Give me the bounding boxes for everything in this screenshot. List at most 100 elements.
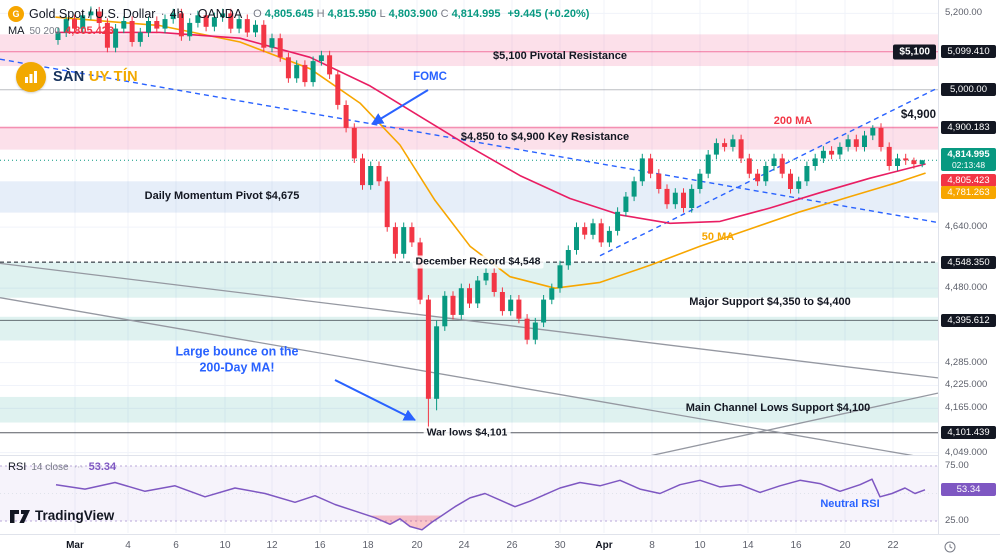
candle: [467, 288, 472, 304]
rsi-label[interactable]: RSI: [8, 461, 27, 473]
candle: [689, 188, 695, 208]
symbol-legend[interactable]: G Gold Spot / U.S. Dollar · 4h · OANDA O…: [8, 6, 589, 22]
price-axis-badge[interactable]: 4,548.350: [941, 255, 996, 269]
candle: [137, 32, 143, 42]
rsi-value-badge[interactable]: 53.34: [941, 483, 996, 497]
candle: [779, 158, 785, 174]
candle: [253, 24, 258, 33]
candle: [722, 143, 728, 147]
candle: [220, 13, 226, 18]
rsi-params: 14 close: [31, 461, 69, 473]
candle: [458, 288, 464, 315]
candle: [63, 19, 69, 33]
high-label: H: [316, 8, 325, 20]
candle: [713, 143, 719, 155]
candle: [615, 211, 621, 231]
low-value: 4,803.900: [388, 8, 438, 20]
price-axis[interactable]: 5,200.00 5,099.410 5,000.00 4,900.183 4,814.…: [938, 0, 1000, 534]
candle: [162, 19, 168, 29]
candle: [417, 242, 423, 300]
candle: [705, 154, 711, 174]
time-axis-label: 24: [458, 540, 470, 551]
candle: [211, 17, 217, 27]
candle: [187, 22, 193, 37]
price-axis-badge[interactable]: 4,101.439: [941, 426, 996, 440]
candle: [697, 173, 703, 189]
candle: [351, 127, 357, 159]
rsi-indicator-legend[interactable]: RSI 14 close ⋯ 53.34: [8, 461, 116, 473]
candle: [121, 21, 127, 29]
interval-label[interactable]: 4h: [169, 7, 184, 21]
grid-vertical: [74, 0, 894, 533]
zone-band: [0, 181, 938, 213]
candle: [508, 299, 514, 312]
candle: [425, 299, 431, 399]
time-axis-label: 16: [790, 540, 802, 551]
low-label: L: [379, 8, 386, 20]
price-axis-badge[interactable]: 4,781.263: [941, 185, 996, 199]
candle: [664, 188, 670, 205]
candle: [244, 19, 250, 33]
candle: [541, 299, 547, 323]
pane-separator[interactable]: [0, 455, 1000, 456]
last-price-badge[interactable]: 4,814.995 02:13:48: [941, 148, 996, 172]
main-price-pane[interactable]: [0, 6, 938, 460]
candle: [903, 158, 909, 161]
candle: [72, 19, 77, 29]
candle: [755, 173, 761, 182]
price-axis-label: 4,165.000: [945, 402, 988, 414]
candle: [590, 223, 596, 235]
price-axis-label: 4,640.000: [945, 221, 988, 233]
candle: [491, 272, 497, 292]
candle: [113, 28, 119, 48]
candle: [343, 105, 349, 128]
ma-params: 50 200: [29, 25, 61, 37]
exchange-label[interactable]: OANDA: [197, 7, 243, 21]
candle: [788, 173, 793, 189]
more-options-icon[interactable]: ⋯: [73, 461, 84, 473]
symbol-title[interactable]: Gold Spot / U.S. Dollar: [29, 7, 156, 21]
candle: [409, 227, 415, 243]
candle: [80, 15, 86, 29]
price-axis-label: 4,480.000: [945, 282, 988, 294]
candle: [878, 127, 884, 147]
ma-label[interactable]: MA: [8, 25, 25, 37]
candle: [146, 21, 151, 33]
time-axis-label: 14: [742, 540, 754, 551]
price-axis-badge[interactable]: 5,099.410: [941, 45, 996, 59]
price-axis-badge[interactable]: 4,900.183: [941, 121, 996, 135]
ma-indicator-legend[interactable]: MA 50 200 4,805.423: [8, 25, 114, 37]
candle: [870, 127, 876, 136]
separator: ·: [188, 7, 193, 21]
ma-value: 4,805.423: [65, 25, 115, 37]
candle: [919, 160, 925, 165]
change-value: +9.445 (+0.20%): [507, 8, 590, 20]
tradingview-logo[interactable]: TradingView: [10, 508, 114, 523]
candle: [228, 13, 234, 29]
price-axis-badge[interactable]: 5,000.00: [941, 83, 996, 97]
candle: [104, 22, 110, 48]
time-axis-label: 10: [694, 540, 706, 551]
candle: [796, 181, 802, 189]
time-axis[interactable]: Mar 4 6 10 12 16 18 20 24 26 30 Apr 8 10 14 16 20 22: [0, 534, 1000, 556]
clock-icon[interactable]: [944, 540, 956, 556]
candle: [277, 38, 283, 58]
rsi-pane[interactable]: [0, 465, 938, 531]
price-axis-badge[interactable]: 4,395.612: [941, 313, 996, 327]
chart-canvas[interactable]: [0, 0, 938, 534]
candle: [837, 146, 843, 155]
time-axis-label: 22: [887, 540, 899, 551]
time-axis-label: 20: [411, 540, 423, 551]
time-axis-label: 18: [362, 540, 374, 551]
close-label: C: [440, 8, 449, 20]
time-axis-label: 8: [649, 540, 655, 551]
candle: [154, 21, 160, 29]
last-price-value: 4,814.995: [947, 149, 990, 161]
candles-layer[interactable]: [55, 6, 925, 433]
candle: [631, 181, 637, 197]
price-axis-badge[interactable]: 4,805.423: [941, 173, 996, 187]
candle: [442, 295, 448, 327]
candle: [895, 158, 900, 166]
time-axis-label: 6: [173, 540, 179, 551]
candle: [88, 11, 94, 16]
